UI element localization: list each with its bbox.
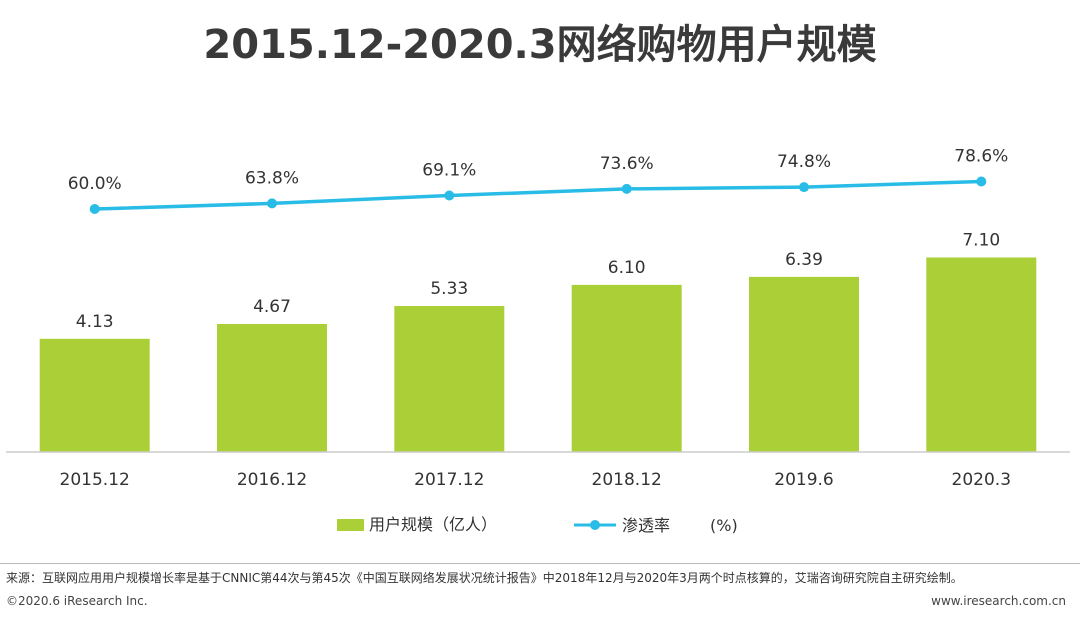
source-note: 来源：互联网应用用户规模增长率是基于CNNIC第44次与第45次《中国互联网络发… [6, 571, 963, 585]
line-value-label: 78.6% [954, 147, 1008, 167]
website-link: www.iresearch.com.cn [931, 594, 1066, 608]
legend-line-marker [590, 520, 600, 530]
legend-line-unit: (%) [710, 516, 738, 535]
bar-2016.12 [217, 324, 327, 452]
x-tick-labels: 2015.12 2016.12 2017.12 2018.12 2019.6 2020.3 [60, 470, 1011, 490]
x-tick-label: 2020.3 [952, 470, 1011, 490]
footer-divider [0, 563, 1080, 564]
bar-value-label: 4.67 [253, 297, 291, 317]
line-point [267, 198, 277, 209]
x-tick-label: 2018.12 [592, 470, 662, 490]
legend-bar-swatch [337, 519, 364, 531]
chart-title: 2015.12-2020.3网络购物用户规模 [203, 22, 877, 68]
bar-2017.12 [394, 306, 505, 452]
x-tick-label: 2016.12 [237, 470, 307, 490]
line-layer: 60.0% 63.8% 69.1% 73.6% 74.8% 78.6% [68, 147, 1008, 214]
line-value-label: 74.8% [777, 152, 831, 172]
bar-value-label: 4.13 [76, 312, 114, 332]
line-point [799, 182, 809, 193]
bar-2019.6 [749, 276, 859, 452]
x-tick-label: 2015.12 [60, 470, 130, 490]
chart-area: 4.13 4.67 5.33 6.10 6.39 7.10 60.0% 63.8% 69.1%… [6, 147, 1070, 535]
line-point [976, 176, 987, 187]
line-value-label: 69.1% [422, 161, 476, 181]
bar-2020.3 [926, 257, 1037, 452]
legend-line-label: 渗透率 [622, 516, 670, 535]
x-tick-label: 2019.6 [774, 470, 833, 490]
line-point [89, 204, 100, 214]
bar-2015.12 [39, 338, 150, 452]
line-value-label: 60.0% [68, 174, 122, 194]
line-value-label: 73.6% [600, 154, 654, 174]
legend-bar-label: 用户规模（亿人） [369, 515, 497, 534]
bar-value-label: 7.10 [962, 231, 1000, 251]
legend: 用户规模（亿人） 渗透率 (%) [337, 515, 738, 535]
line-point [444, 190, 455, 201]
bar-value-label: 6.39 [785, 250, 823, 270]
line-value-label: 63.8% [245, 168, 299, 188]
copyright-text: ©2020.6 iResearch Inc. [6, 594, 148, 608]
line-point [621, 183, 632, 194]
x-tick-label: 2017.12 [414, 470, 484, 490]
penetration-line [94, 179, 982, 211]
bars-layer: 4.13 4.67 5.33 6.10 6.39 7.10 [39, 231, 1037, 452]
bar-value-label: 6.10 [608, 258, 646, 278]
bar-2018.12 [571, 284, 682, 452]
bar-value-label: 5.33 [430, 279, 468, 299]
